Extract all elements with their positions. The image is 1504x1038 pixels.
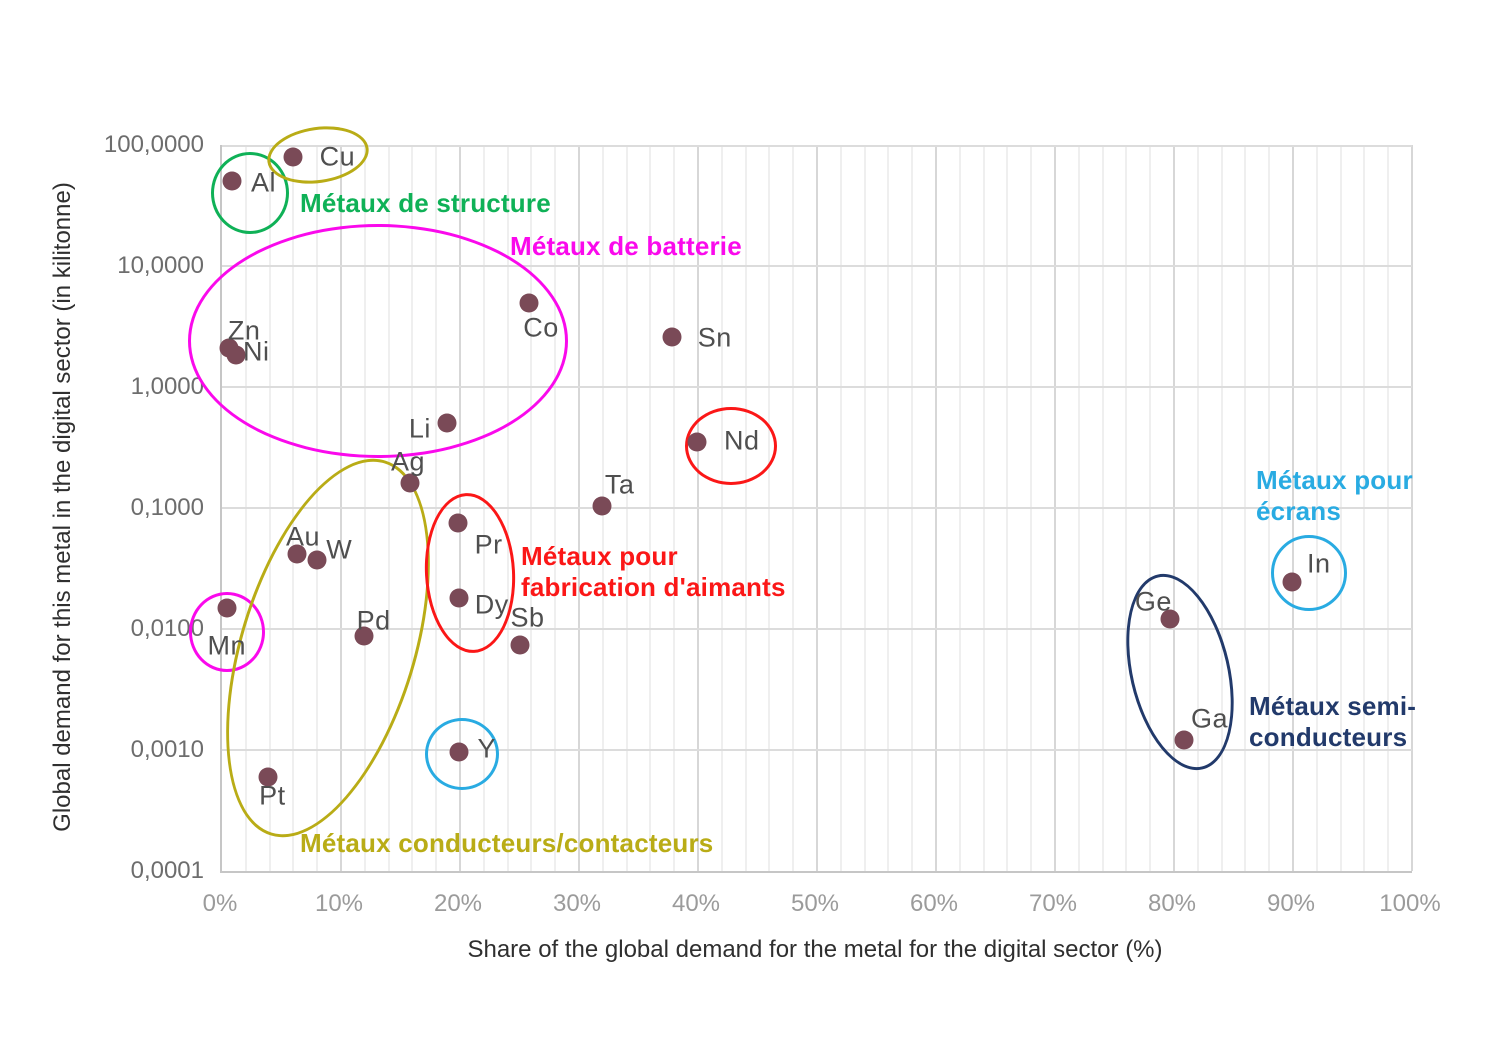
data-point-label-Al: Al: [251, 167, 277, 198]
x-tick-label: 10%: [314, 890, 364, 917]
data-point-Mn: [217, 598, 237, 618]
data-point-Pr: [448, 513, 468, 533]
y-tick-label: 1,0000: [130, 373, 204, 400]
x-tick-label: 0%: [202, 890, 238, 917]
data-point-Ga: [1174, 730, 1194, 750]
data-point-label-Zn: Zn: [227, 315, 261, 346]
x-tick-label: 80%: [1147, 890, 1197, 917]
y-tick-label: 0,0010: [130, 736, 204, 763]
x-tick-label: 60%: [909, 890, 959, 917]
data-point-Sn: [662, 327, 682, 347]
data-point-label-Dy: Dy: [474, 589, 509, 620]
data-point-label-Ga: Ga: [1191, 703, 1229, 734]
data-point-label-Co: Co: [523, 312, 559, 343]
x-tick-label: 50%: [790, 890, 840, 917]
data-point-label-Ge: Ge: [1134, 586, 1172, 617]
data-point-label-Y: Y: [477, 733, 497, 764]
data-point-label-Pd: Pd: [356, 605, 391, 636]
x-tick-label: 30%: [552, 890, 602, 917]
y-tick-label: 0,0100: [130, 615, 204, 642]
data-point-Dy: [449, 588, 469, 608]
x-tick-label: 20%: [433, 890, 483, 917]
data-point-Sb: [510, 635, 529, 655]
y-tick-label: 100,0000: [103, 131, 204, 158]
grid-line-horizontal: [222, 145, 1412, 147]
grid-line-horizontal: [222, 265, 1412, 267]
x-tick-label: 70%: [1028, 890, 1078, 917]
grid-line-horizontal: [222, 386, 1412, 388]
data-point-label-Ag: Ag: [391, 446, 426, 477]
grid-line-horizontal: [222, 628, 1412, 630]
data-point-label-Ta: Ta: [604, 469, 635, 500]
grid-line-horizontal: [222, 507, 1412, 509]
data-point-label-Mn: Mn: [207, 630, 247, 661]
data-point-Al: [222, 171, 242, 191]
data-point-Pd: [354, 626, 374, 646]
data-point-Cu: [283, 147, 303, 167]
data-point-W: [307, 550, 327, 570]
data-point-label-Ni: Ni: [243, 336, 270, 367]
data-point-Ag: [400, 473, 420, 493]
data-point-label-W: W: [326, 534, 353, 565]
data-point-label-Pt: Pt: [259, 780, 286, 811]
data-point-Au: [287, 544, 307, 564]
data-point-Ta: [592, 496, 612, 516]
data-point-label-Nd: Nd: [724, 425, 760, 456]
grid-line-horizontal: [222, 749, 1412, 751]
data-point-Ge: [1160, 609, 1180, 629]
grid-line-vertical-major: [1411, 145, 1413, 871]
x-tick-label: 40%: [671, 890, 721, 917]
y-tick-label: 10,0000: [117, 252, 204, 279]
data-point-Ni: [226, 345, 246, 365]
data-point-label-Sb: Sb: [510, 602, 545, 633]
x-tick-label: 100%: [1379, 890, 1441, 917]
data-point-Li: [437, 413, 457, 433]
data-point-Co: [519, 293, 539, 313]
data-point-label-Pr: Pr: [474, 529, 503, 560]
y-tick-label: 0,1000: [130, 494, 204, 521]
data-point-label-Cu: Cu: [319, 141, 356, 172]
data-point-Pt: [258, 767, 278, 787]
data-point-In: [1282, 572, 1302, 592]
data-point-label-Li: Li: [408, 413, 431, 444]
data-point-Y: [449, 742, 469, 762]
x-axis-title: Share of the global demand for the metal…: [467, 936, 1163, 963]
plot-area: Al Cu Zn Ni Co Sn Li Ag Ta Nd Au W Pr Dy Sb Mn Pd Pt Y Ge Ga…: [207, 141, 1413, 873]
y-tick-label: 0,0001: [130, 857, 204, 884]
data-point-label-Au: Au: [285, 521, 320, 552]
data-point-label-In: In: [1307, 548, 1331, 579]
x-tick-label: 90%: [1266, 890, 1316, 917]
data-point-label-Sn: Sn: [697, 322, 732, 353]
data-point-Nd: [687, 432, 707, 452]
